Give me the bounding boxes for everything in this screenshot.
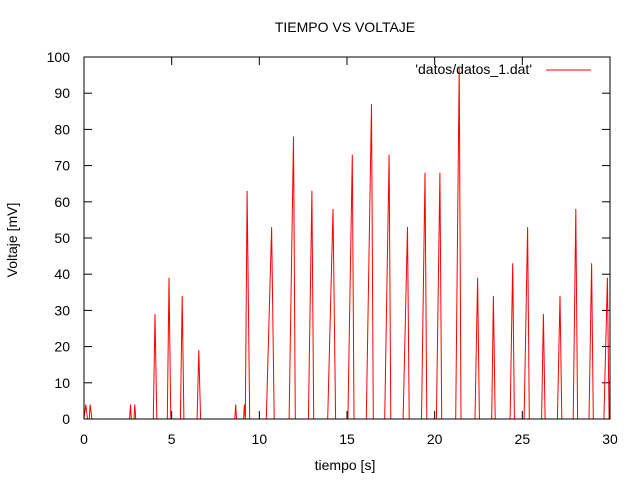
plot-series (83, 67, 610, 420)
series-line-0 (83, 67, 610, 420)
legend-label: 'datos/datos_1.dat' (415, 61, 532, 77)
y-tick-label: 50 (54, 230, 70, 246)
y-tick-label: 100 (47, 49, 71, 65)
y-tick-label: 20 (54, 339, 70, 355)
x-tick-label: 25 (515, 431, 531, 447)
y-axis-label: Voltaje [mV] (4, 203, 20, 278)
legend: 'datos/datos_1.dat' (415, 61, 591, 77)
x-axis-label: tiempo [s] (315, 457, 376, 473)
plot-frame (83, 56, 611, 420)
y-tick-label: 70 (54, 158, 70, 174)
chart-title: TIEMPO VS VOLTAJE (275, 19, 415, 35)
x-tick-label: 10 (252, 431, 268, 447)
y-tick-label: 80 (54, 121, 70, 137)
x-tick-label: 30 (602, 431, 618, 447)
x-tick-label: 15 (339, 431, 355, 447)
y-tick-label: 0 (62, 411, 70, 427)
x-tick-label: 5 (168, 431, 176, 447)
x-tick-label: 20 (427, 431, 443, 447)
y-tick-label: 90 (54, 85, 70, 101)
y-tick-label: 10 (54, 375, 70, 391)
axis-ticks: 0 5 10 15 20 25 30 0 10 20 30 40 50 60 70 80 90 100 (47, 49, 618, 447)
y-tick-label: 40 (54, 266, 70, 282)
y-tick-label: 60 (54, 194, 70, 210)
x-tick-label: 0 (80, 431, 88, 447)
y-tick-label: 30 (54, 302, 70, 318)
